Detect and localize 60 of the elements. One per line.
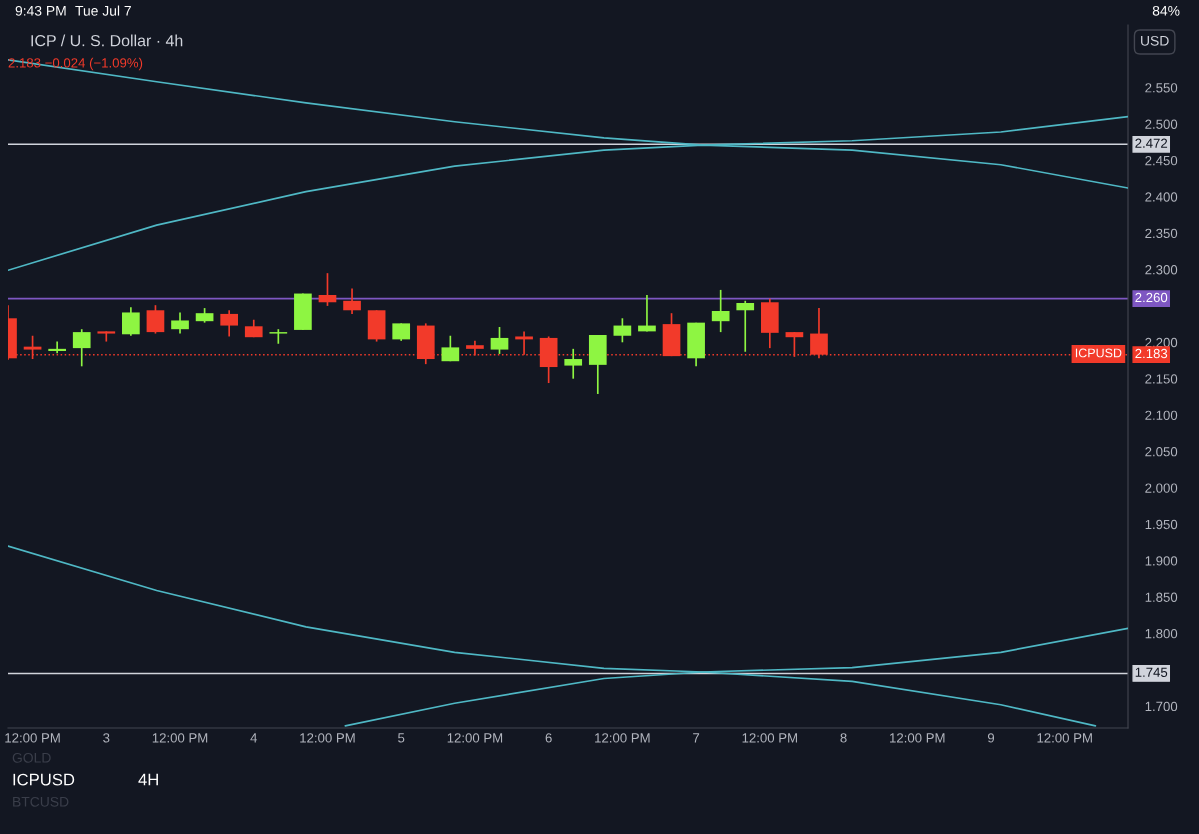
candlestick [97, 330, 116, 343]
x-tick-label: 6 [545, 733, 552, 743]
candlestick [810, 307, 828, 360]
candlestick [220, 309, 239, 338]
candlestick [564, 348, 583, 380]
candlestick [72, 328, 91, 368]
x-tick-label: 4 [250, 733, 258, 743]
candlestick [122, 306, 140, 337]
candlestick [48, 340, 66, 355]
candlestick [318, 272, 337, 307]
candlestick [269, 328, 288, 345]
x-tick-label: 12:00 PM [300, 733, 355, 743]
y-tick-label: 1.950 [1145, 519, 1178, 530]
x-tick-label: 8 [840, 733, 847, 743]
y-tick-label: 1.700 [1145, 701, 1178, 712]
annotation: ICPUSD [1075, 348, 1122, 358]
y-tick-label: 2.200 [1145, 337, 1178, 348]
y-tick-label: 2.100 [1145, 410, 1178, 420]
text: 84% [1152, 5, 1180, 16]
y-tick-label: 1.900 [1145, 556, 1178, 566]
ref-line-label: 2.183 [1135, 348, 1168, 359]
x-tick-label: 3 [103, 733, 110, 743]
ref-line-label: 2.472 [1135, 138, 1168, 148]
y-tick-label: 1.850 [1145, 592, 1178, 602]
chart-title: ICP / U. S. Dollar · 4h [31, 34, 183, 47]
ref-line-label: 2.260 [1135, 292, 1168, 303]
x-tick-label: 5 [398, 733, 405, 743]
candlestick [490, 326, 509, 355]
x-tick-label: 7 [693, 733, 700, 743]
y-tick-label: 1.800 [1145, 628, 1178, 639]
candlestick [736, 299, 755, 353]
x-tick-label: 12:00 PM [447, 733, 503, 743]
candlestick [613, 317, 632, 344]
x-tick-label: 12:00 PM [5, 733, 60, 743]
ref-line-label: 1.745 [1135, 667, 1168, 677]
candlestick [146, 304, 165, 335]
text: Tue Jul 7 [75, 5, 131, 16]
y-tick-label: 2.050 [1145, 447, 1178, 457]
y-tick-label: 2.500 [1145, 119, 1178, 129]
text: 9:43 PM [15, 5, 66, 16]
candlestick [171, 311, 189, 335]
candlestick [711, 289, 730, 333]
text: 4H [138, 773, 158, 786]
candlestick [343, 287, 361, 315]
y-tick-label: 2.550 [1145, 83, 1178, 93]
x-tick-label: 12:00 PM [595, 733, 650, 743]
y-tick-label: 2.450 [1145, 155, 1178, 166]
y-tick-label: 2.400 [1145, 192, 1178, 202]
x-tick-label: 12:00 PM [890, 733, 945, 743]
x-tick-label: 12:00 PM [742, 733, 797, 743]
text: USD [1141, 35, 1169, 46]
text: ICPUSD [13, 773, 75, 786]
x-tick-label: 12:00 PM [1037, 733, 1092, 743]
x-tick-label: 12:00 PM [152, 733, 208, 743]
y-tick-label: 2.350 [1145, 228, 1178, 239]
y-tick-label: 2.000 [1145, 483, 1178, 493]
x-tick-label: 9 [987, 733, 995, 743]
y-tick-label: 2.300 [1145, 265, 1178, 275]
candlestick [441, 334, 460, 363]
y-tick-label: 2.150 [1145, 374, 1178, 384]
